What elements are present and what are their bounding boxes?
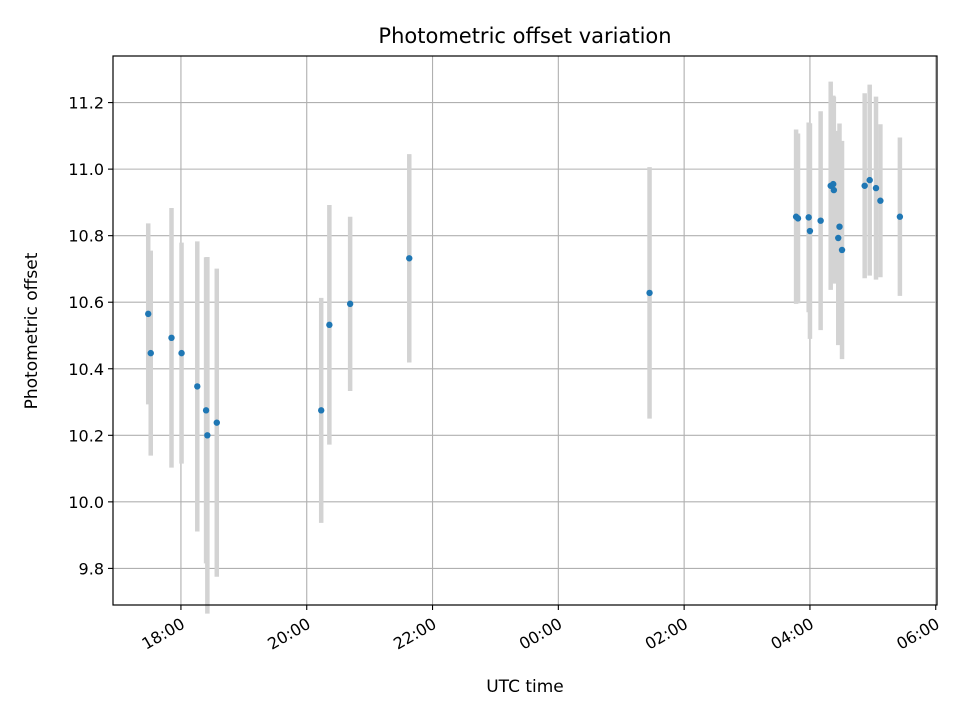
y-tick-label: 10.8: [68, 227, 104, 246]
plot-frame: [112, 55, 938, 606]
data-point: [872, 184, 880, 192]
data-point: [794, 215, 802, 222]
data-point: [145, 310, 152, 318]
chart-title: Photometric offset variation: [378, 24, 671, 48]
data-point: [877, 197, 884, 204]
data-point: [806, 227, 814, 235]
data-point: [326, 321, 333, 329]
data-point: [646, 289, 653, 297]
data-point: [861, 182, 868, 189]
data-point: [817, 217, 824, 224]
y-axis: 9.8 10.0 10.2 10.4 10.6 10.8 11.0 11.2: [68, 94, 113, 578]
data-point: [202, 407, 210, 414]
data-point: [194, 383, 201, 390]
data-point: [830, 186, 838, 194]
y-tick-label: 10.6: [68, 293, 104, 312]
data-point: [830, 180, 837, 188]
y-tick-label: 10.2: [68, 426, 104, 445]
data-point: [318, 407, 325, 414]
data-point: [213, 419, 220, 426]
y-axis-title: Photometric offset: [22, 252, 42, 409]
data-point: [147, 349, 154, 357]
y-tick-label: 11.0: [68, 160, 104, 179]
data-point: [178, 349, 185, 357]
data-point: [204, 432, 211, 439]
x-axis-title: UTC time: [486, 677, 564, 697]
data-point: [838, 246, 846, 254]
data-point: [805, 214, 812, 221]
y-tick-label: 10.0: [68, 493, 104, 512]
y-tick-label: 10.4: [68, 360, 104, 379]
data-point: [168, 334, 175, 342]
data-point: [406, 255, 413, 262]
data-points: [145, 176, 904, 439]
data-point: [836, 223, 843, 230]
data-point: [866, 176, 873, 184]
y-tick-label: 9.8: [79, 559, 104, 578]
y-tick-label: 11.2: [68, 94, 104, 113]
data-point: [835, 234, 842, 242]
data-point: [896, 213, 904, 220]
data-point: [346, 300, 354, 308]
